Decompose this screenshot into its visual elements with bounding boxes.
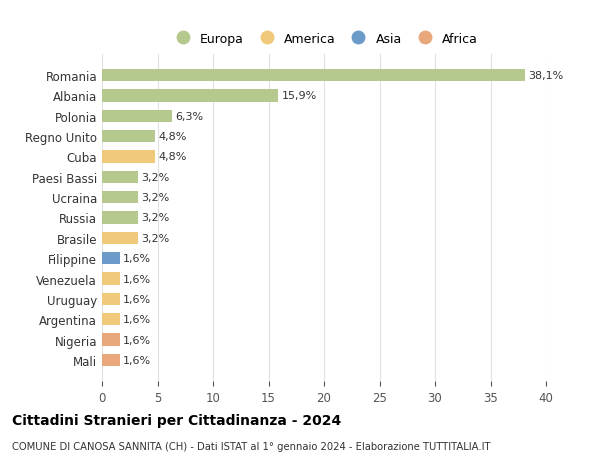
- Text: 1,6%: 1,6%: [123, 274, 151, 284]
- Text: 3,2%: 3,2%: [141, 193, 169, 203]
- Text: 1,6%: 1,6%: [123, 314, 151, 325]
- Bar: [102, 334, 120, 346]
- Bar: [102, 232, 137, 244]
- Bar: [102, 273, 120, 285]
- Bar: [102, 131, 155, 143]
- Text: 38,1%: 38,1%: [528, 71, 563, 81]
- Bar: [102, 111, 172, 123]
- Bar: [102, 313, 120, 325]
- Text: 1,6%: 1,6%: [123, 335, 151, 345]
- Text: 3,2%: 3,2%: [141, 173, 169, 182]
- Bar: [102, 171, 137, 184]
- Bar: [102, 293, 120, 305]
- Text: 15,9%: 15,9%: [282, 91, 317, 101]
- Text: 1,6%: 1,6%: [123, 294, 151, 304]
- Text: Cittadini Stranieri per Cittadinanza - 2024: Cittadini Stranieri per Cittadinanza - 2…: [12, 414, 341, 428]
- Text: 4,8%: 4,8%: [158, 152, 187, 162]
- Text: 3,2%: 3,2%: [141, 213, 169, 223]
- Bar: [102, 252, 120, 265]
- Bar: [102, 354, 120, 366]
- Bar: [102, 70, 525, 82]
- Bar: [102, 90, 278, 102]
- Bar: [102, 192, 137, 204]
- Text: 1,6%: 1,6%: [123, 355, 151, 365]
- Bar: [102, 212, 137, 224]
- Text: 1,6%: 1,6%: [123, 254, 151, 263]
- Text: COMUNE DI CANOSA SANNITA (CH) - Dati ISTAT al 1° gennaio 2024 - Elaborazione TUT: COMUNE DI CANOSA SANNITA (CH) - Dati IST…: [12, 441, 491, 451]
- Text: 4,8%: 4,8%: [158, 132, 187, 142]
- Legend: Europa, America, Asia, Africa: Europa, America, Asia, Africa: [166, 29, 482, 49]
- Bar: [102, 151, 155, 163]
- Text: 6,3%: 6,3%: [175, 112, 203, 122]
- Text: 3,2%: 3,2%: [141, 233, 169, 243]
